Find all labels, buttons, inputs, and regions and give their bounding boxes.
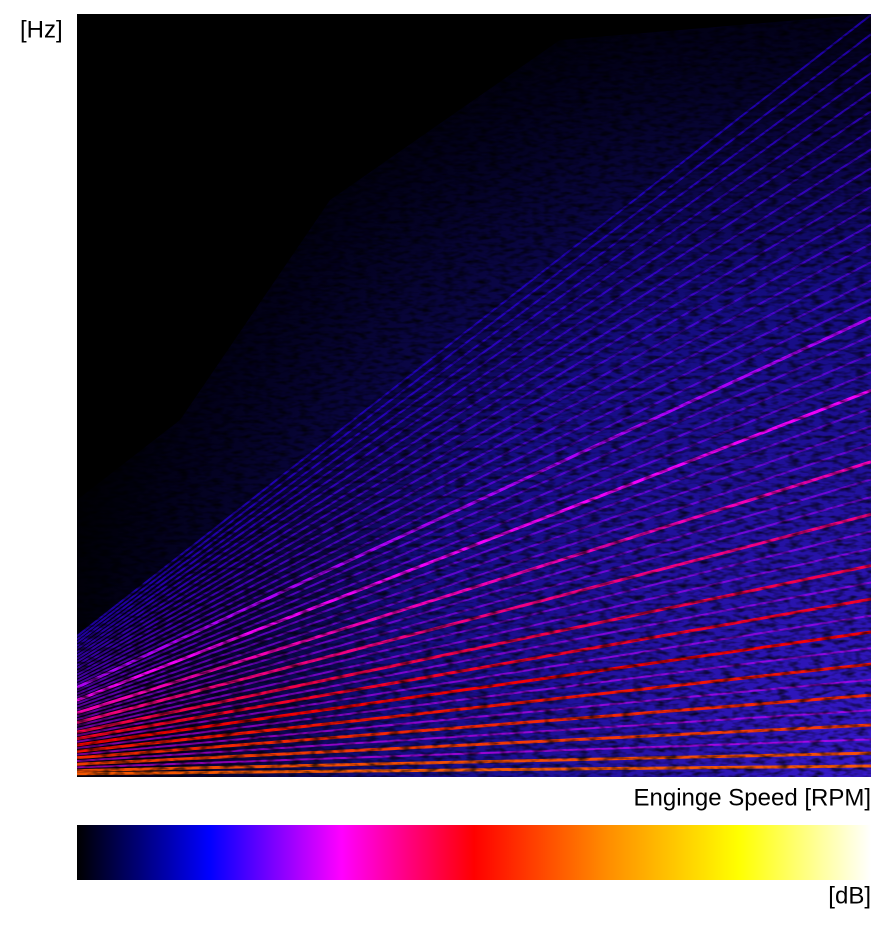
y-axis-label: [Hz] (20, 16, 63, 43)
texture (77, 14, 871, 777)
colorbar (77, 825, 871, 880)
plot-area (77, 14, 871, 777)
colorbar-label: [dB] (828, 882, 871, 909)
x-axis-label: Enginge Speed [RPM] (634, 784, 871, 811)
